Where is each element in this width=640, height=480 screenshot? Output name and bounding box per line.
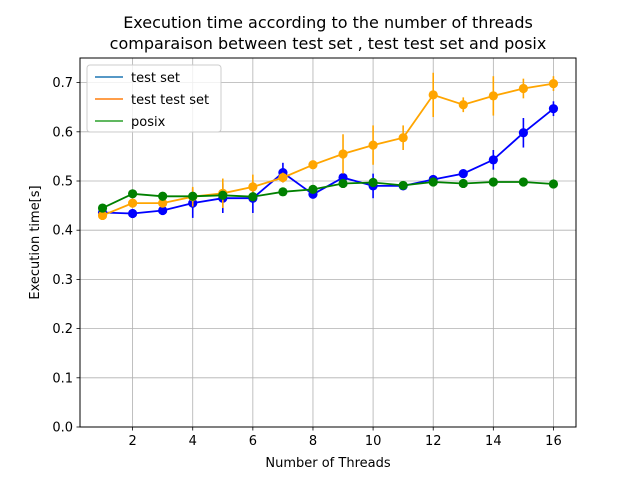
x-tick-label: 12	[425, 434, 442, 449]
data-point	[488, 155, 498, 165]
data-point	[458, 178, 468, 189]
data-point	[158, 198, 168, 208]
x-tick-label: 4	[189, 434, 197, 449]
plot-area	[79, 57, 577, 428]
data-point	[308, 160, 318, 170]
data-point	[338, 149, 348, 159]
data-point	[158, 205, 168, 216]
y-tick-label: 0.4	[52, 224, 73, 239]
data-point	[218, 190, 228, 200]
y-tick-label: 0.0	[52, 421, 73, 436]
data-point	[428, 177, 438, 187]
chart-title-line-1: Execution time according to the number o…	[123, 13, 533, 32]
data-point	[97, 210, 108, 221]
data-point	[398, 133, 408, 143]
y-tick-label: 0.3	[52, 273, 73, 288]
data-point	[368, 177, 378, 188]
data-point	[128, 189, 138, 199]
series-line	[102, 82, 554, 217]
data-point	[518, 128, 528, 138]
data-point	[158, 191, 168, 201]
data-point	[278, 187, 288, 197]
data-point	[128, 208, 138, 219]
legend-label: test set	[131, 71, 180, 86]
data-point	[428, 90, 438, 100]
data-point	[278, 172, 288, 183]
data-point	[458, 169, 468, 179]
data-point	[518, 83, 528, 94]
legend: test set test test set posix	[86, 64, 222, 133]
y-axis-label: Execution time[s]	[28, 185, 43, 299]
x-tick-label: 8	[309, 434, 317, 449]
data-point	[548, 78, 559, 89]
series-layer	[97, 72, 559, 221]
data-point	[338, 178, 348, 189]
data-point	[548, 104, 559, 114]
series-line	[102, 181, 554, 209]
legend-box	[86, 64, 222, 133]
y-tick-label: 0.6	[52, 125, 73, 140]
data-point	[458, 100, 468, 110]
data-point	[188, 191, 198, 201]
x-tick-label: 14	[485, 434, 502, 449]
data-point	[548, 179, 559, 189]
y-tick-label: 0.2	[52, 322, 73, 337]
data-point	[128, 198, 138, 208]
series-posix	[97, 177, 559, 213]
data-point	[398, 180, 408, 191]
x-tick-label: 16	[545, 434, 562, 449]
data-point	[248, 192, 258, 202]
data-point	[368, 140, 378, 150]
data-point	[518, 177, 528, 187]
data-point	[488, 91, 498, 101]
x-tick-label: 2	[128, 434, 136, 449]
data-point	[248, 182, 258, 192]
legend-label: test test set	[131, 93, 209, 108]
axes: 2 4 6 8 10 12 14 16 0.0 0.1 0.2 0.3 0.4 0.5 0.6 0.7	[52, 76, 561, 449]
y-tick-label: 0.7	[52, 76, 73, 91]
legend-label: posix	[131, 115, 166, 130]
data-point	[308, 184, 318, 194]
chart-title-line-2: comparaison between test set , test test…	[110, 34, 547, 53]
x-axis-label: Number of Threads	[265, 456, 390, 471]
y-tick-label: 0.1	[52, 371, 73, 386]
y-tick-label: 0.5	[52, 175, 73, 190]
data-point	[488, 177, 498, 187]
data-point	[97, 203, 108, 213]
x-tick-label: 10	[365, 434, 382, 449]
x-tick-label: 6	[249, 434, 257, 449]
